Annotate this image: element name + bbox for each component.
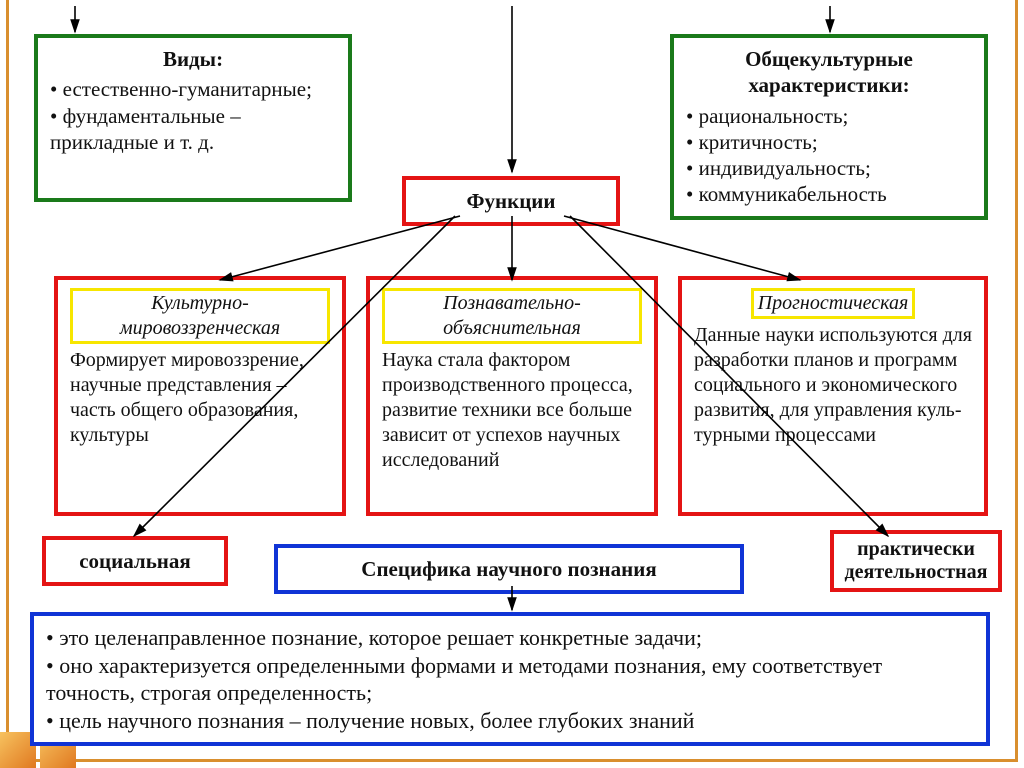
function-prognostic-body: Данные науки исполь­зуются для разработк… — [694, 323, 972, 448]
social-box: социальная — [42, 536, 228, 586]
list-item: коммуникабельность — [686, 181, 972, 207]
function-prognostic-box: Прогностическая Данные науки исполь­зуют… — [678, 276, 988, 516]
specifics-list: это целенаправленное познание, которое р… — [46, 624, 974, 734]
types-box: Виды: естественно-гумани­тарные; фундаме… — [34, 34, 352, 202]
characteristics-box: Общекультурные характеристики: рациональ… — [670, 34, 988, 220]
list-item: индивидуальность; — [686, 155, 972, 181]
function-prognostic-title: Прогностическая — [751, 288, 916, 319]
list-item: рациональность; — [686, 103, 972, 129]
types-title: Виды: — [50, 46, 336, 72]
list-item: цель научного познания – получение новых… — [46, 707, 974, 735]
functions-label: Функции — [466, 189, 555, 213]
specifics-title-box: Специфика научного познания — [274, 544, 744, 594]
characteristics-list: рациональность; критичность; индивидуаль… — [686, 103, 972, 208]
specifics-body-box: это целенаправленное познание, которое р… — [30, 612, 990, 746]
function-cultural-body: Формирует миро­воззрение, научные предст… — [70, 348, 330, 448]
function-cognitive-box: Познавательно-объяснительная Наука стала… — [366, 276, 658, 516]
list-item: естественно-гумани­тарные; — [50, 76, 336, 102]
practical-label: практически деятельностная — [845, 538, 988, 583]
list-item: фундаментальные – прикладные и т. д. — [50, 103, 336, 156]
characteristics-title: Общекультурные характеристики: — [686, 46, 972, 99]
specifics-title: Специфика научного познания — [361, 557, 656, 581]
list-item: это целенаправленное познание, которое р… — [46, 624, 974, 652]
list-item: критичность; — [686, 129, 972, 155]
functions-box: Функции — [402, 176, 620, 226]
list-item: оно характеризуется определенными формам… — [46, 652, 974, 707]
practical-box: практически деятельностная — [830, 530, 1002, 592]
social-label: социальная — [79, 549, 191, 573]
function-cultural-title: Культурно-мировоззренческая — [70, 288, 330, 344]
function-cognitive-body: Наука стала фактором производственного п… — [382, 348, 642, 473]
function-cognitive-title: Познавательно-объяснительная — [382, 288, 642, 344]
function-cultural-box: Культурно-мировоззренческая Формирует ми… — [54, 276, 346, 516]
types-list: естественно-гумани­тарные; фундаментальн… — [50, 76, 336, 155]
